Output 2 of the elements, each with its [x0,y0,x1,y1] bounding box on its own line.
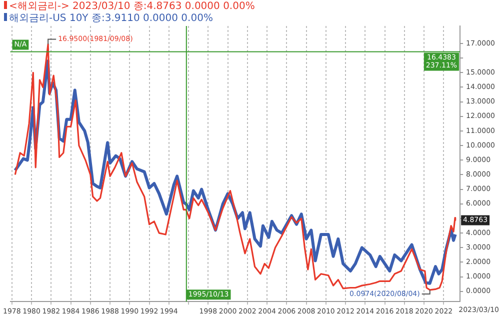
legend-label: <해외금리-> 2023/03/10 종:4.8763 0.0000 0.00% [8,1,255,13]
legend-label: 해외금리-US 10Y 종:3.9110 0.0000 0.00% [8,13,214,25]
